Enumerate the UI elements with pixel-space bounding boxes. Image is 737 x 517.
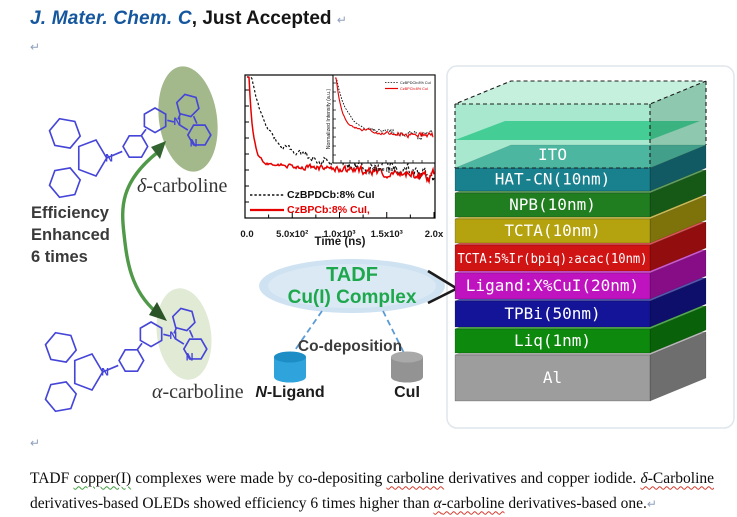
inset-x-axis-title: Time (ns) (373, 167, 395, 173)
svg-text:N: N (186, 352, 194, 364)
callout-line-lower (427, 287, 457, 305)
tadf-callout: TADF Cu(I) Complex (259, 259, 457, 313)
svg-text:Al: Al (543, 368, 562, 387)
graphical-abstract-figure: NNN NNN Efficiency Enhanced 6 times δ-ca… (31, 65, 735, 429)
svg-text:Liq(1nm): Liq(1nm) (514, 331, 591, 350)
svg-text:NPB(10nm): NPB(10nm) (509, 195, 596, 214)
efficiency-arrow (121, 141, 167, 321)
co-deposition-group: Co-deposition N-Ligand CuI (255, 310, 423, 401)
cui-cylinder (391, 351, 423, 383)
x-axis-title: Time (ns) (315, 236, 366, 248)
alpha-carboline-highlight-ellipse (156, 288, 212, 380)
deposition-dash-right (382, 310, 405, 354)
deposition-dash-left (292, 310, 323, 354)
caption-segment: TADF (30, 469, 74, 487)
delta-carboline-label: δ-carboline (137, 175, 227, 197)
svg-text:TCTA:5%Ir(bpiq)₂acac(10nm): TCTA:5%Ir(bpiq)₂acac(10nm) (458, 251, 648, 267)
tadf-bubble-inner (268, 264, 436, 308)
journal-name: J. Mater. Chem. C (30, 8, 192, 29)
plot-ticks (244, 89, 435, 218)
delta-carboline-highlight-ellipse (158, 66, 218, 172)
paragraph-mark-icon: ↵ (336, 13, 347, 27)
cui-label: CuI (394, 384, 420, 401)
caption-segment: δ (640, 469, 648, 487)
svg-text:N: N (169, 330, 177, 342)
efficiency-line-1: Efficiency (31, 204, 110, 222)
caption-segment: derivatives-based OLEDs showed efficienc… (30, 494, 434, 512)
svg-text:TPBi(50nm): TPBi(50nm) (504, 304, 600, 323)
inset-y-axis-title: Normalized Intensity (a.u.) (326, 88, 332, 149)
svg-text:2.0x: 2.0x (425, 229, 444, 240)
paragraph-mark-icon: ↵ (30, 436, 41, 450)
svg-text:5.0x10²: 5.0x10² (276, 229, 308, 240)
co-deposition-label: Co-deposition (298, 338, 402, 355)
caption-segment: α (433, 494, 442, 512)
callout-line-upper (427, 269, 457, 290)
alpha-molecule-structure: NNN (44, 307, 208, 413)
svg-text:1.5x10³: 1.5x10³ (371, 229, 403, 240)
caption-segment: derivatives and copper iodide. (444, 469, 641, 487)
pl-decay-plot: 0.0 5.0x10² 1.0x10³ 1.5x10³ 2.0x Time (ns) C… (240, 74, 444, 248)
journal-status: , Just Accepted (191, 8, 332, 29)
efficiency-text: Efficiency Enhanced 6 times (31, 204, 110, 266)
paragraph-mark-icon: ↵ (646, 496, 657, 511)
efficiency-line-2: Enhanced (31, 226, 110, 244)
x-axis-tick-labels: 0.0 5.0x10² 1.0x10³ 1.5x10³ 2.0x (240, 229, 444, 240)
cu-complex-text: Cu(I) Complex (288, 287, 417, 308)
svg-text:N: N (105, 152, 113, 164)
svg-text:Ligand:X%CuI(20nm): Ligand:X%CuI(20nm) (466, 276, 639, 295)
alpha-carboline-label: α-carboline (152, 381, 244, 403)
inset-ticks (333, 82, 423, 163)
svg-text:0.0: 0.0 (240, 229, 253, 240)
plot-inset: Normalized Intensity (a.u.) Time (ns) Cz… (326, 74, 436, 173)
caption-segment: derivatives-based one. (504, 494, 647, 512)
tadf-text: TADF (326, 264, 378, 286)
caption-segment: complexes were made by co-depositing (131, 469, 387, 487)
caption-segment: -carboline (441, 494, 505, 512)
svg-text:CzBPCb:8% CuI: CzBPCb:8% CuI (400, 87, 428, 91)
paragraph-mark-icon: ↵ (30, 40, 41, 54)
svg-text:CzBPDCb:8% CuI: CzBPDCb:8% CuI (287, 189, 375, 201)
caption-segment: carboline (386, 469, 445, 487)
svg-text:HAT-CN(10nm): HAT-CN(10nm) (495, 170, 611, 189)
ligand-cylinder (274, 351, 306, 383)
svg-text:N: N (101, 366, 109, 378)
svg-text:N: N (190, 138, 198, 150)
svg-text:ITO: ITO (538, 145, 567, 164)
oled-device-stack: Al Liq(1nm) TPBi(50nm) Ligand:X%CuI(20nm) TC… (454, 80, 707, 402)
inset-frame (332, 74, 436, 164)
svg-text:N: N (173, 116, 181, 128)
figure-caption: TADF copper(I) complexes were made by co… (30, 466, 714, 516)
caption-segment: copper(I) (73, 469, 132, 487)
caption-segment: -Carboline (647, 469, 715, 487)
page-title: J. Mater. Chem. C, Just Accepted ↵ (30, 8, 347, 30)
n-ligand-label: N-Ligand (255, 384, 324, 401)
svg-text:CzBPDCb:8% CuI: CzBPDCb:8% CuI (400, 81, 431, 85)
efficiency-line-3: 6 times (31, 248, 88, 266)
inset-legend: CzBPDCb:8% CuI CzBPCb:8% CuI (385, 81, 431, 91)
plot-legend: CzBPDCb:8% CuI CzBPCb:8% CuI, (250, 189, 375, 216)
svg-text:TCTA(10nm): TCTA(10nm) (504, 221, 600, 240)
inset-curves (335, 77, 434, 142)
svg-text:1.0x10³: 1.0x10³ (323, 229, 355, 240)
delta-molecule-structure: NNN (48, 93, 212, 199)
svg-text:CzBPCb:8% CuI,: CzBPCb:8% CuI, (287, 204, 370, 216)
